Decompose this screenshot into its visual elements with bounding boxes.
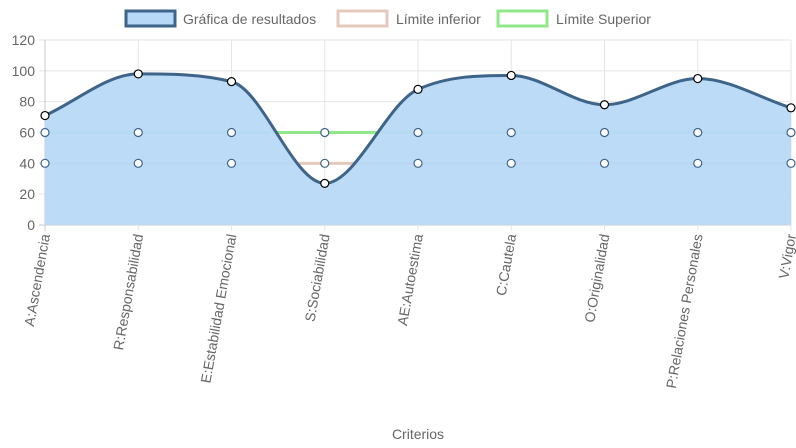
- x-tick-label: A:Ascendencia: [21, 233, 53, 328]
- y-tick-label: 0: [27, 217, 35, 233]
- x-tick-label: AE:Autoestima: [394, 233, 426, 327]
- data-point[interactable]: [599, 100, 610, 110]
- data-point[interactable]: [320, 158, 330, 168]
- data-point[interactable]: [693, 158, 703, 168]
- y-tick-label: 80: [19, 94, 35, 110]
- x-tick-label: V:Vigor: [775, 232, 796, 280]
- legend-label: Gráfica de resultados: [183, 11, 316, 27]
- data-point[interactable]: [786, 158, 796, 168]
- legend-swatch: [124, 9, 177, 28]
- x-tick-label: C:Cautela: [493, 233, 520, 297]
- legend-swatch: [336, 9, 389, 28]
- series-points-1: [40, 158, 796, 168]
- data-point[interactable]: [133, 127, 143, 138]
- y-tick-label: 40: [19, 155, 35, 171]
- data-point[interactable]: [226, 77, 237, 87]
- legend-label: Límite Superior: [556, 11, 651, 27]
- x-tick-label: R:Responsabilidad: [110, 233, 146, 352]
- data-point[interactable]: [413, 158, 423, 168]
- y-tick-label: 120: [12, 32, 36, 48]
- y-tick-label: 60: [19, 125, 35, 141]
- y-tick-label: 20: [19, 186, 35, 202]
- x-tick-label: O:Originalidad: [581, 233, 612, 324]
- data-point[interactable]: [506, 127, 516, 138]
- legend-item[interactable]: Gráfica de resultados: [124, 9, 316, 28]
- legend-swatch: [496, 9, 549, 28]
- data-point[interactable]: [133, 69, 143, 79]
- data-point[interactable]: [413, 84, 423, 94]
- legend-item[interactable]: Límite Superior: [496, 9, 651, 28]
- series-points-2: [40, 127, 796, 138]
- data-point[interactable]: [320, 127, 330, 138]
- legend-label: Límite inferior: [396, 11, 481, 27]
- legend-item[interactable]: Límite inferior: [336, 9, 481, 28]
- x-tick-label: P:Relaciones Personales: [663, 233, 706, 390]
- legend: Gráfica de resultados Límite inferior Lími…: [124, 9, 651, 28]
- data-point[interactable]: [693, 73, 703, 84]
- series-0: [44, 72, 792, 226]
- data-point[interactable]: [599, 158, 610, 168]
- data-point[interactable]: [133, 158, 143, 168]
- x-axis-title: Criterios: [392, 426, 444, 442]
- data-point[interactable]: [693, 127, 703, 138]
- data-point[interactable]: [506, 158, 516, 168]
- data-point[interactable]: [40, 110, 50, 121]
- data-point[interactable]: [226, 127, 237, 138]
- x-tick-label: E:Estabilidad Emocional: [197, 233, 239, 384]
- data-point[interactable]: [506, 70, 516, 81]
- series-line: [44, 72, 792, 185]
- data-point[interactable]: [786, 103, 796, 113]
- x-tick-label: S:Sociabilidad: [302, 233, 333, 323]
- y-tick-label: 100: [12, 63, 36, 79]
- series-points-0: [40, 69, 796, 188]
- data-point[interactable]: [40, 158, 50, 168]
- series-area-fill: [45, 73, 791, 226]
- data-point[interactable]: [40, 127, 50, 138]
- series-layer: [40, 69, 796, 226]
- data-point[interactable]: [786, 127, 796, 138]
- data-point[interactable]: [599, 127, 610, 138]
- data-point[interactable]: [320, 178, 330, 188]
- data-point[interactable]: [413, 127, 423, 138]
- data-point[interactable]: [226, 158, 237, 168]
